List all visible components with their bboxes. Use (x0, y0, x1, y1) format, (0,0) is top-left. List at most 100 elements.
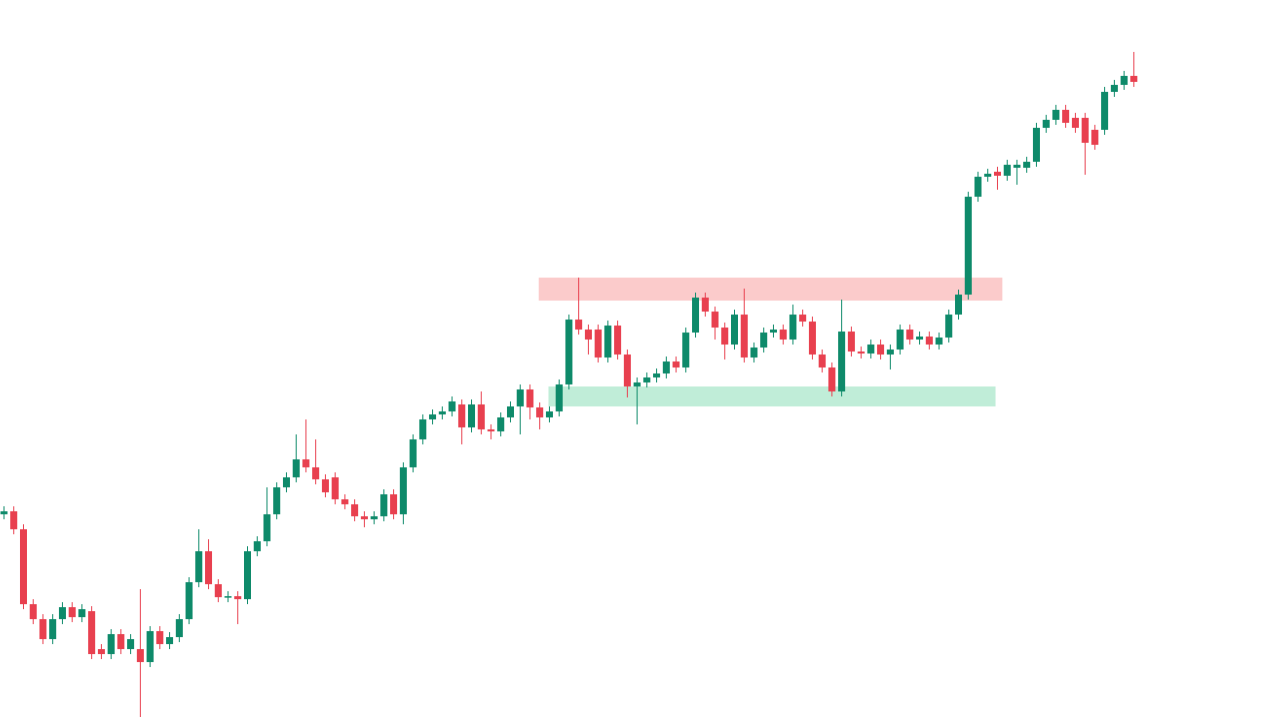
candle-body (78, 609, 86, 618)
candle-body (282, 477, 290, 488)
candle-body (409, 439, 417, 468)
candle-body (273, 487, 281, 515)
candle-body (506, 406, 514, 418)
candle-body (896, 329, 904, 350)
candle-body (1101, 91, 1109, 130)
candle-body (916, 336, 924, 340)
candle-body (1023, 161, 1031, 168)
candle-body (458, 404, 466, 428)
candle-body (185, 582, 193, 620)
candle-body (175, 619, 183, 638)
candle-body (623, 354, 631, 387)
candle-body (974, 176, 982, 197)
candle-body (847, 331, 855, 352)
candle-body (643, 377, 651, 383)
candle-body (97, 649, 105, 655)
candle-body (867, 344, 875, 354)
candle-body (614, 325, 622, 355)
candle-body (993, 171, 1001, 176)
candle-body (1120, 75, 1128, 85)
price-zone (548, 386, 996, 407)
candle-body (964, 196, 972, 295)
candle-body (604, 325, 612, 358)
candle-body (1052, 109, 1060, 120)
candle-body (263, 514, 271, 542)
candle-body (68, 607, 76, 618)
candle-body (302, 459, 310, 468)
candle-body (711, 311, 719, 328)
candle-body (244, 551, 251, 600)
candle-body (818, 354, 826, 368)
candle-body (107, 634, 115, 655)
candle-body (195, 551, 203, 583)
candle-body (886, 349, 894, 355)
candle-body (487, 429, 495, 432)
candle-body (906, 329, 914, 340)
candle-body (516, 389, 524, 407)
candle-body (88, 611, 96, 655)
candle-body (370, 516, 378, 520)
candle-body (127, 639, 135, 650)
candle-body (789, 314, 797, 340)
candle-body (438, 411, 446, 415)
candle-body (1110, 84, 1118, 92)
candle-body (857, 351, 865, 354)
candle-body (828, 367, 836, 392)
candle-body (1071, 117, 1079, 128)
candle-body (419, 419, 427, 440)
candle-body (477, 404, 485, 430)
candle-body (49, 619, 57, 640)
candle-body (380, 494, 388, 517)
candle-body (984, 173, 992, 177)
candle-body (1013, 164, 1021, 168)
candle-body (682, 332, 690, 368)
candle-body (0, 511, 8, 515)
candle-body (399, 467, 407, 515)
candle-body (156, 631, 164, 645)
candle-body (468, 404, 476, 428)
candle-body (292, 459, 300, 478)
candle-body (769, 329, 777, 333)
candle-body (360, 516, 368, 520)
candle-body (351, 504, 359, 517)
candle-body (594, 329, 602, 358)
candle-body (526, 389, 534, 408)
candle-body (692, 297, 700, 333)
candle-body (740, 314, 748, 358)
candle-body (565, 319, 573, 385)
candle-body (935, 337, 943, 345)
candle-body (214, 584, 222, 598)
candle-body (955, 294, 963, 315)
candle-body (341, 499, 349, 505)
candle-body (799, 314, 807, 322)
candle-body (838, 331, 846, 392)
candle-body (205, 551, 213, 585)
candle-body (253, 541, 261, 552)
candle-body (701, 297, 709, 312)
candle-body (497, 417, 505, 432)
candle-body (662, 361, 670, 374)
candle-body (234, 596, 242, 600)
candle-body (58, 607, 66, 620)
candle-body (808, 321, 816, 355)
candle-body (672, 361, 680, 368)
candle-body (390, 494, 398, 515)
candle-body (1091, 129, 1099, 145)
candle-body (19, 529, 27, 605)
candle-body (545, 411, 553, 418)
candle-body (760, 332, 768, 348)
candle-body (448, 401, 456, 412)
candle-body (39, 619, 47, 640)
candle-body (10, 511, 18, 530)
candle-body (1042, 119, 1050, 128)
candle-body (1081, 117, 1089, 143)
candle-body (1032, 127, 1040, 162)
candle-body (584, 329, 592, 340)
candle-body (877, 344, 885, 355)
candle-body (536, 407, 544, 418)
candle-body (224, 596, 232, 598)
candle-body (633, 382, 641, 387)
candle-body (166, 637, 174, 645)
candle-body (429, 414, 437, 420)
